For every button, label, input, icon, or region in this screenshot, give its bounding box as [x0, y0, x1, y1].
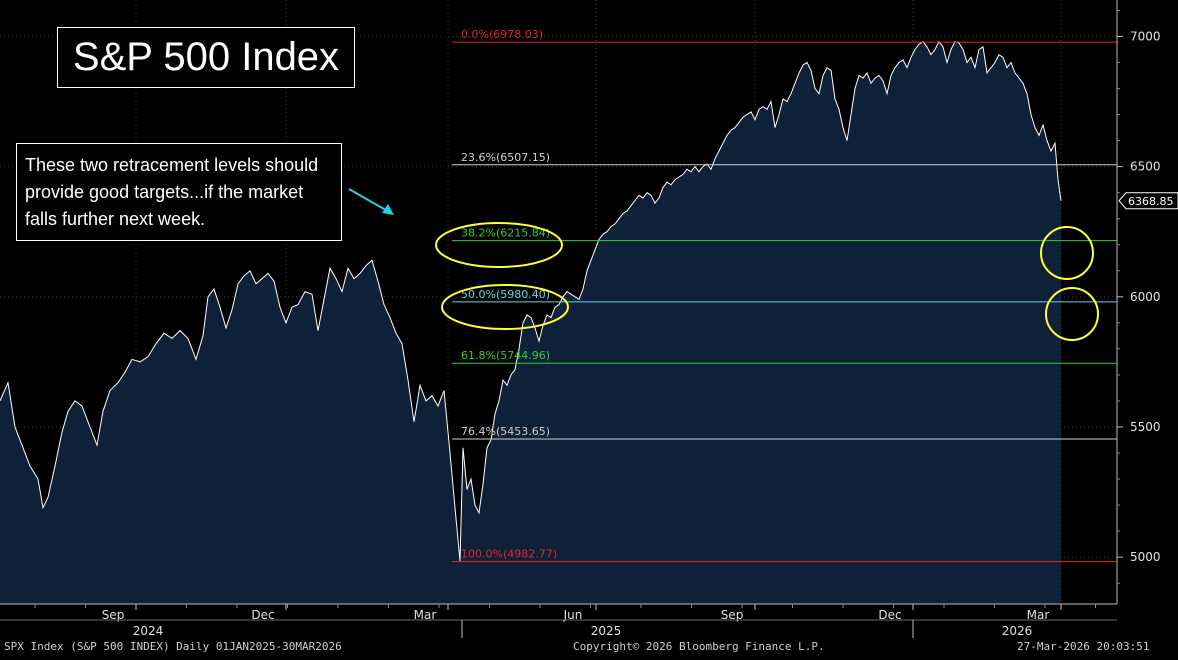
y-tick-label-3: 6500: [1130, 160, 1161, 174]
year-label-2: 2026: [1002, 624, 1033, 638]
x-tick-label-0: Sep: [102, 608, 125, 622]
fib-label-4: 61.8%(5744.96): [461, 349, 550, 362]
x-tick-label-6: Mar: [1027, 608, 1050, 622]
footer-copyright-text: Copyright© 2026 Bloomberg Finance L.P.: [573, 640, 825, 653]
fib-label-0: 0.0%(6978.03): [461, 28, 543, 41]
area-layer: [0, 40, 1062, 604]
footer-timestamp-text: 27-Mar-2026 20:03:51: [1017, 640, 1150, 653]
highlight-circle-382-target: [1040, 226, 1094, 280]
fib-label-5: 76.4%(5453.65): [461, 425, 550, 438]
x-tick-label-2: Mar: [414, 608, 437, 622]
price-area-fill: [0, 41, 1061, 604]
y-tick-label-4: 7000: [1130, 29, 1161, 43]
last-price-flag: [1118, 192, 1178, 210]
x-tick-label-3: Jun: [563, 608, 583, 622]
x-tick-label-4: Sep: [721, 608, 744, 622]
fib-label-6: 100.0%(4982.77): [461, 548, 557, 561]
year-label-0: 2024: [133, 624, 164, 638]
highlight-circle-500-label: [441, 284, 569, 330]
price-line: [0, 40, 1062, 562]
chart-title: S&P 500 Index: [57, 27, 355, 88]
x-tick-label-5: Dec: [878, 608, 901, 622]
highlight-circle-500-target: [1045, 287, 1099, 341]
fib-label-3: 50.0%(5980.40): [461, 288, 550, 301]
y-tick-label-2: 6000: [1130, 290, 1161, 304]
axis-layer: 5000 5500 6000 6500 7000 6368.85 Sep Dec Mar Jun S…: [0, 0, 1178, 638]
arrow-head: [382, 204, 394, 215]
x-tick-label-1: Dec: [251, 608, 274, 622]
last-price-label: 6368.85: [1128, 195, 1174, 208]
annotation-note: These two retracement levels should prov…: [16, 143, 342, 241]
highlight-circle-382-label: [435, 222, 563, 268]
y-tick-label-1: 5500: [1130, 420, 1161, 434]
footer-bar: SPX Index (S&P 500 INDEX) Daily 01JAN202…: [0, 639, 1178, 656]
fib-layer: 0.0%(6978.03) 23.6%(6507.15) 38.2%(6215.84…: [452, 28, 1117, 563]
y-tick-label-0: 5000: [1130, 550, 1161, 564]
fib-label-2: 38.2%(6215.84): [461, 227, 550, 240]
year-label-1: 2025: [591, 624, 622, 638]
annotation-layer: [348, 188, 1099, 341]
arrow-shaft: [348, 188, 392, 214]
footer-security-text: SPX Index (S&P 500 INDEX) Daily 01JAN202…: [4, 640, 342, 653]
fib-label-1: 23.6%(6507.15): [461, 151, 550, 164]
